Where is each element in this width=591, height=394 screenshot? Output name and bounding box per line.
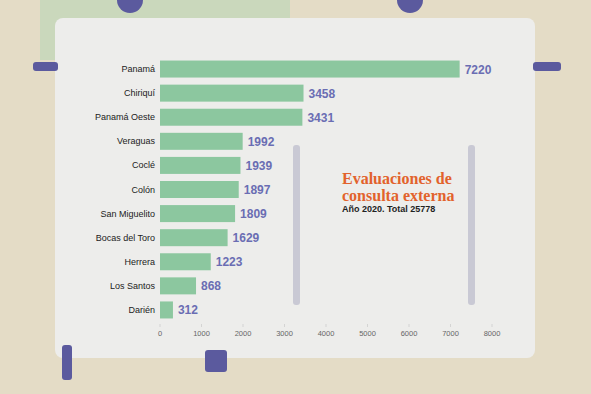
data-label: 868 xyxy=(201,279,221,293)
x-tick-label: 7000 xyxy=(442,329,459,338)
data-label: 3431 xyxy=(307,111,334,125)
bar xyxy=(160,109,302,126)
x-tick-label: 5000 xyxy=(359,329,376,338)
category-label: Panamá xyxy=(121,64,155,74)
data-label: 1223 xyxy=(216,255,243,269)
x-tick xyxy=(450,324,451,327)
x-tick xyxy=(160,324,161,327)
category-label: Panamá Oeste xyxy=(95,112,155,122)
category-label: Veraguas xyxy=(117,136,156,146)
bar xyxy=(160,229,228,246)
data-label: 312 xyxy=(178,303,198,317)
decor-stripe xyxy=(293,145,300,305)
category-label: Herrera xyxy=(124,257,155,267)
x-tick xyxy=(492,324,493,327)
decor-pin xyxy=(397,0,423,13)
subtitle: Año 2020. Total 25778 xyxy=(342,204,435,214)
data-label: 3458 xyxy=(309,87,336,101)
x-tick-label: 0 xyxy=(158,329,162,338)
category-label: Darién xyxy=(128,305,155,315)
x-tick-label: 6000 xyxy=(401,329,418,338)
x-tick xyxy=(243,324,244,327)
x-tick xyxy=(367,324,368,327)
bar xyxy=(160,61,460,78)
category-label: Chiriquí xyxy=(124,88,156,98)
bar xyxy=(160,181,239,198)
x-tick xyxy=(284,324,285,327)
category-label: San Miguelito xyxy=(100,209,155,219)
chart: Panamá 7220 Chiriquí 3458 Panamá Oeste 3431 Ve… xyxy=(0,0,591,394)
x-tick xyxy=(201,324,202,327)
data-label: 7220 xyxy=(465,63,492,77)
page: Panamá 7220 Chiriquí 3458 Panamá Oeste 3431 Ve… xyxy=(0,0,591,394)
decor-tab xyxy=(205,350,227,372)
title: Evaluaciones de consulta externa xyxy=(342,170,492,204)
data-label: 1809 xyxy=(240,207,267,221)
bar xyxy=(160,277,196,294)
x-tick-label: 3000 xyxy=(276,329,293,338)
x-tick-label: 1000 xyxy=(193,329,210,338)
x-tick xyxy=(409,324,410,327)
bar xyxy=(160,133,243,150)
category-label: Colón xyxy=(131,185,155,195)
data-label: 1939 xyxy=(245,159,272,173)
x-tick-label: 8000 xyxy=(484,329,501,338)
decor-tab xyxy=(33,62,58,71)
data-label: 1992 xyxy=(248,135,275,149)
decor-stripe xyxy=(468,145,475,305)
data-label: 1897 xyxy=(244,183,271,197)
x-tick-label: 4000 xyxy=(318,329,335,338)
x-tick xyxy=(326,324,327,327)
data-label: 1629 xyxy=(233,231,260,245)
bar xyxy=(160,253,211,270)
bar xyxy=(160,301,173,318)
decor-pin xyxy=(117,0,143,13)
decor-tab xyxy=(533,62,561,71)
x-tick-label: 2000 xyxy=(235,329,252,338)
category-label: Bocas del Toro xyxy=(96,233,155,243)
decor-tab xyxy=(62,345,72,380)
category-label: Los Santos xyxy=(110,281,156,291)
category-label: Coclé xyxy=(132,160,155,170)
bar xyxy=(160,85,304,102)
bar xyxy=(160,157,240,174)
bar xyxy=(160,205,235,222)
panel xyxy=(55,18,535,358)
